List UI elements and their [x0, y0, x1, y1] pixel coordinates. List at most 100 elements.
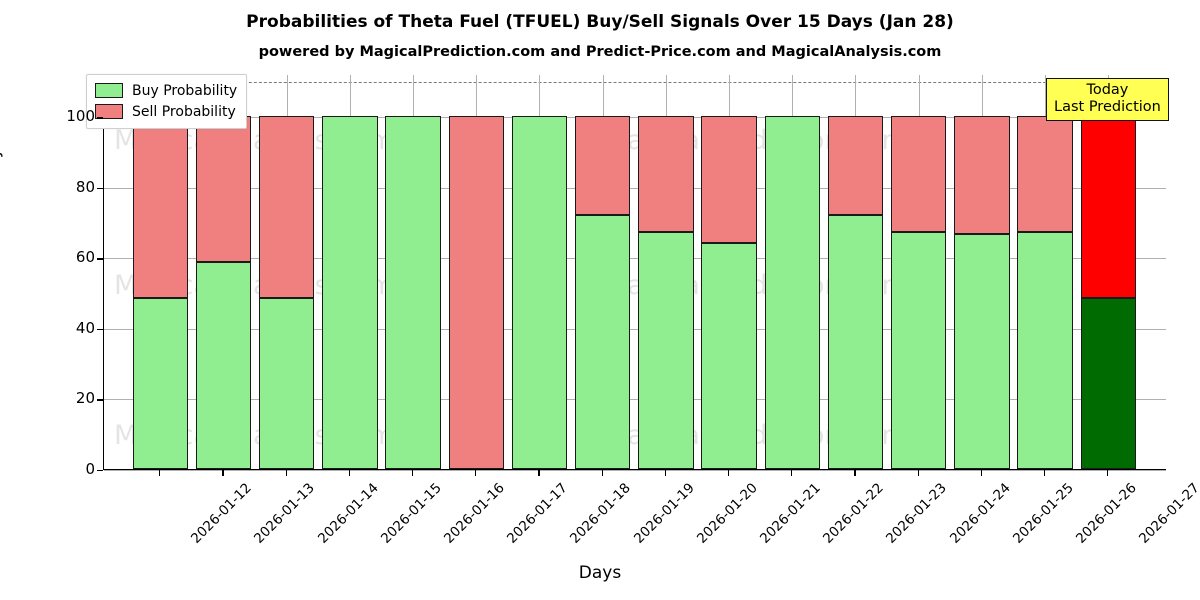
- y-axis-tick-label: 0: [85, 460, 95, 478]
- bar[interactable]: [195, 74, 252, 469]
- bar-segment-sell[interactable]: [574, 116, 631, 216]
- bar[interactable]: [638, 74, 694, 469]
- x-axis-tick: [1107, 470, 1109, 476]
- x-axis-tick: [980, 470, 983, 476]
- reference-dashed-line: [104, 82, 1166, 84]
- bar[interactable]: [701, 74, 757, 469]
- x-axis-tick-label: 2026-01-23: [883, 480, 951, 547]
- y-axis-tick: [97, 470, 103, 472]
- bar-segment-buy[interactable]: [1017, 232, 1073, 469]
- y-axis-tick: [97, 399, 103, 401]
- legend: Buy Probability Sell Probability: [86, 74, 248, 129]
- x-axis-tick-label: 2026-01-15: [377, 480, 445, 547]
- x-axis-tick-label: 2026-01-13: [251, 480, 319, 547]
- chart-subtitle: powered by MagicalPrediction.com and Pre…: [258, 44, 942, 60]
- x-axis-tick-label: 2026-01-20: [693, 480, 761, 547]
- x-axis-tick: [664, 470, 667, 476]
- bar-segment-buy[interactable]: [574, 215, 631, 469]
- legend-swatch-buy: [95, 83, 123, 98]
- bar-segment-buy[interactable]: [258, 298, 315, 469]
- y-gridline: [104, 187, 1166, 189]
- x-axis-tick-label: 2026-01-27: [1136, 480, 1200, 547]
- x-axis-tick: [159, 470, 161, 476]
- bar-segment-buy[interactable]: [954, 233, 1010, 469]
- y-axis-tick: [97, 328, 103, 331]
- bar-segment-sell[interactable]: [701, 116, 757, 243]
- bar[interactable]: [322, 74, 378, 469]
- y-axis-tick: [97, 117, 103, 119]
- bar[interactable]: [511, 74, 568, 469]
- bar[interactable]: [1017, 74, 1073, 469]
- x-axis-tick-label: 2026-01-21: [757, 480, 824, 547]
- bar-segment-buy[interactable]: [195, 262, 252, 469]
- y-gridline: [104, 399, 1166, 401]
- bar-segment-buy[interactable]: [322, 116, 378, 469]
- x-axis-tick: [222, 470, 224, 476]
- y-axis-tick-label: 100: [66, 107, 95, 126]
- bar[interactable]: [574, 74, 631, 469]
- x-axis-tick-label: 2026-01-12: [188, 480, 256, 547]
- x-axis-tick: [791, 470, 793, 476]
- y-axis-tick-label: 40: [75, 318, 95, 337]
- bar[interactable]: [764, 74, 820, 469]
- bar-segment-buy[interactable]: [385, 116, 441, 469]
- bar[interactable]: [954, 74, 1010, 469]
- bar-segment-sell[interactable]: [827, 116, 884, 216]
- y-gridline: [104, 328, 1166, 330]
- y-axis-tick-label: 60: [75, 248, 95, 267]
- y-axis-tick-label: 80: [75, 177, 95, 196]
- bar-segment-sell[interactable]: [1080, 116, 1136, 299]
- bar-segment-buy[interactable]: [511, 116, 568, 469]
- bar-segment-buy[interactable]: [638, 232, 694, 469]
- x-axis-tick: [728, 470, 730, 476]
- legend-item-buy: Buy Probability: [95, 80, 237, 101]
- x-axis-tick-label: 2026-01-14: [314, 480, 382, 547]
- bar-segment-buy[interactable]: [1080, 298, 1136, 469]
- bar-segment-buy[interactable]: [764, 116, 820, 469]
- y-gridline: [104, 258, 1166, 260]
- y-axis-tick-label: 20: [75, 389, 95, 408]
- bar-segment-sell[interactable]: [448, 116, 504, 469]
- x-axis-tick: [601, 470, 603, 476]
- bar-segment-sell[interactable]: [132, 116, 188, 299]
- bar-segment-buy[interactable]: [132, 298, 188, 469]
- x-axis-tick: [475, 470, 477, 476]
- x-axis-tick: [412, 470, 414, 476]
- today-last-prediction-badge: Today Last Prediction: [1046, 78, 1169, 122]
- bar-segment-sell[interactable]: [1017, 116, 1073, 232]
- y-axis-title: Probability: [0, 148, 4, 238]
- y-axis-tick: [97, 258, 103, 260]
- bar-segment-sell[interactable]: [258, 116, 315, 299]
- x-axis-title: Days: [578, 563, 622, 583]
- legend-label-sell: Sell Probability: [132, 103, 236, 120]
- bar[interactable]: [385, 74, 441, 469]
- legend-item-sell: Sell Probability: [95, 101, 237, 122]
- bar[interactable]: [827, 74, 884, 469]
- bar-segment-sell[interactable]: [954, 116, 1010, 234]
- bar-segment-sell[interactable]: [890, 116, 947, 232]
- bar-segment-sell[interactable]: [195, 116, 252, 263]
- x-axis-tick: [917, 470, 919, 476]
- bar-segment-buy[interactable]: [827, 215, 884, 469]
- bar[interactable]: [890, 74, 947, 469]
- x-axis-tick-label: 2026-01-19: [630, 480, 698, 547]
- x-axis-tick-label: 2026-01-17: [504, 480, 572, 547]
- bar-segment-buy[interactable]: [701, 242, 757, 469]
- plot-area: MagicalAnalysis.comMagicalPrediction.com…: [103, 74, 1166, 471]
- x-axis-tick-label: 2026-01-18: [567, 480, 635, 547]
- x-axis-tick: [538, 470, 540, 476]
- bar[interactable]: [132, 74, 188, 469]
- x-axis-tick: [854, 470, 856, 476]
- bar-segment-sell[interactable]: [638, 116, 694, 232]
- bar-today[interactable]: [1080, 74, 1136, 469]
- bar[interactable]: [448, 74, 504, 469]
- x-axis-tick: [285, 470, 287, 476]
- x-axis-tick: [348, 470, 351, 476]
- today-badge-line1: Today: [1086, 82, 1129, 98]
- bar[interactable]: [258, 74, 315, 469]
- y-gridline: [104, 470, 1166, 471]
- bar-segment-buy[interactable]: [890, 232, 947, 469]
- x-axis-tick-label: 2026-01-16: [441, 480, 508, 547]
- y-gridline: [104, 117, 1166, 119]
